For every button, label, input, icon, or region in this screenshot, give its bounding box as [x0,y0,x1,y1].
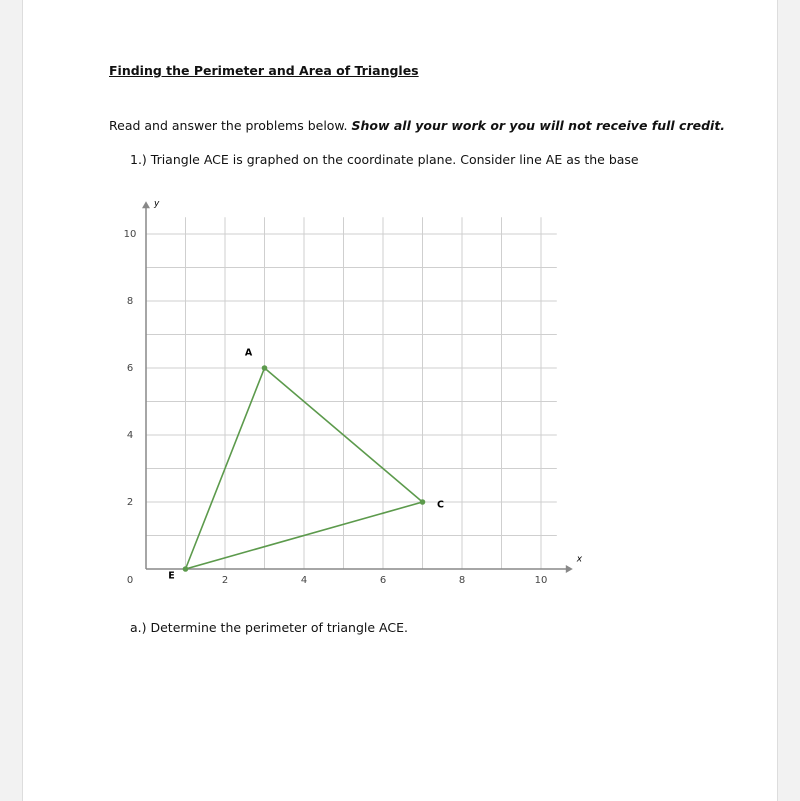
vertex [419,499,426,505]
y-tick-label: 6 [127,363,133,374]
x-arrow [565,565,573,573]
y-arrow [142,201,150,209]
frame [777,0,800,801]
instructions: Read and answer the problems below. Show… [109,118,725,133]
title: Finding the Perimeter and Area of Triang… [109,63,419,78]
x-tick-label: 6 [380,575,386,586]
instruction-text: Read and answer the problems below. [109,118,348,133]
vertex-label: E [168,571,175,582]
vertex-label: A [245,348,253,359]
vertex [261,365,268,371]
x-tick-label: 8 [459,575,465,586]
instruction-emphasis: Show all your work or you will not recei… [351,118,726,133]
x-tick-label: 2 [222,575,228,586]
x-axis-label: x [576,555,583,565]
x-tick-label: 10 [535,575,548,586]
vertex-label: C [437,500,444,511]
y-axis-label: y [153,199,160,209]
vertex [182,566,189,572]
problem: 1.) Triangle ACE is graphed on the coord… [130,152,639,167]
frame [0,0,23,801]
triangle [184,366,425,571]
x-tick-label: 4 [301,575,307,586]
x-tick-label: 0 [127,575,133,586]
y-tick-label: 10 [124,229,137,240]
y-tick-label: 4 [127,430,133,441]
y-tick-label: 8 [127,296,133,307]
question: a.) Determine the perimeter of triangle … [130,620,408,635]
y-tick-label: 2 [127,497,133,508]
